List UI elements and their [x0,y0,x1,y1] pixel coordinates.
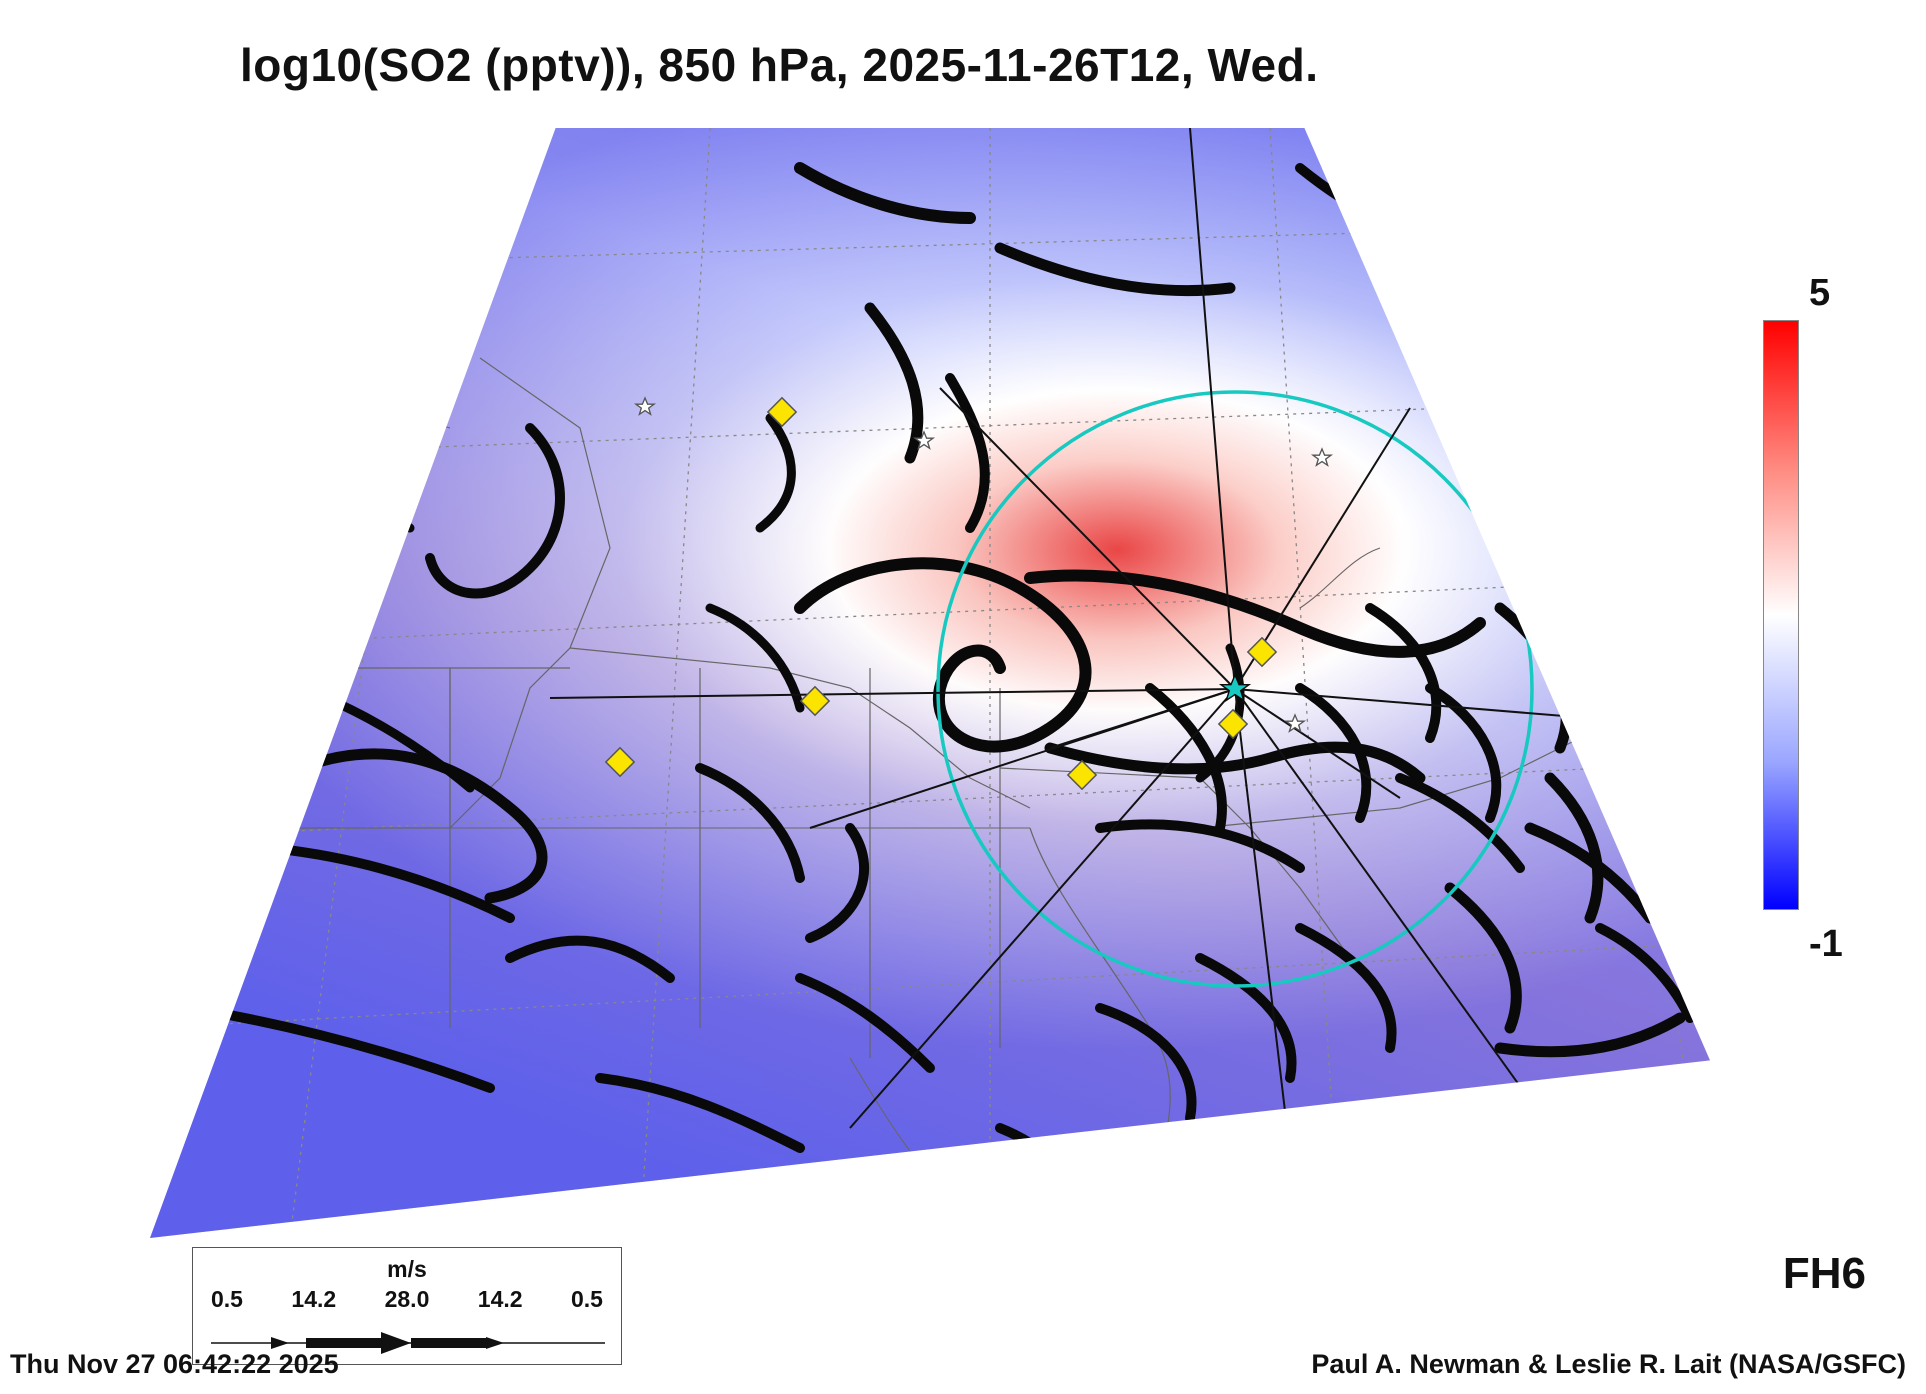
wind-speed-legend: m/s 0.5 14.2 28.0 14.2 0.5 [192,1247,622,1365]
star-marker [1313,449,1331,465]
map-region [150,128,1710,1238]
weather-map-screenshot: log10(SO2 (pptv)), 850 hPa, 2025-11-26T1… [0,0,1926,1394]
colorbar-gradient [1763,320,1799,910]
author-credit: Paul A. Newman & Leslie R. Lait (NASA/GS… [1311,1349,1906,1380]
diamond-marker [768,398,796,426]
diamond-marker [606,748,634,776]
page-title: log10(SO2 (pptv)), 850 hPa, 2025-11-26T1… [240,38,1319,92]
star-marker [915,432,933,448]
colorbar-min-label: -1 [1809,923,1843,966]
star-marker [259,715,277,731]
forecast-hour-label: FH6 [1783,1249,1866,1299]
white-star-markers [259,398,1331,731]
back-trajectory-lines [550,128,1710,1238]
wind-legend-values: 0.5 14.2 28.0 14.2 0.5 [193,1286,621,1313]
trajectory-overlay [150,128,1710,1238]
wind-legend-unit: m/s [193,1256,621,1283]
colorbar-max-label: 5 [1809,272,1830,315]
date-timestamp: Thu Nov 27 06:42:22 2025 [10,1349,339,1380]
diamond-marker [801,687,829,715]
diamond-marker [1219,710,1247,738]
star-marker [385,460,403,476]
colorbar: 5 -1 [1763,320,1799,910]
star-marker [636,398,654,414]
diamond-marker [1068,761,1096,789]
